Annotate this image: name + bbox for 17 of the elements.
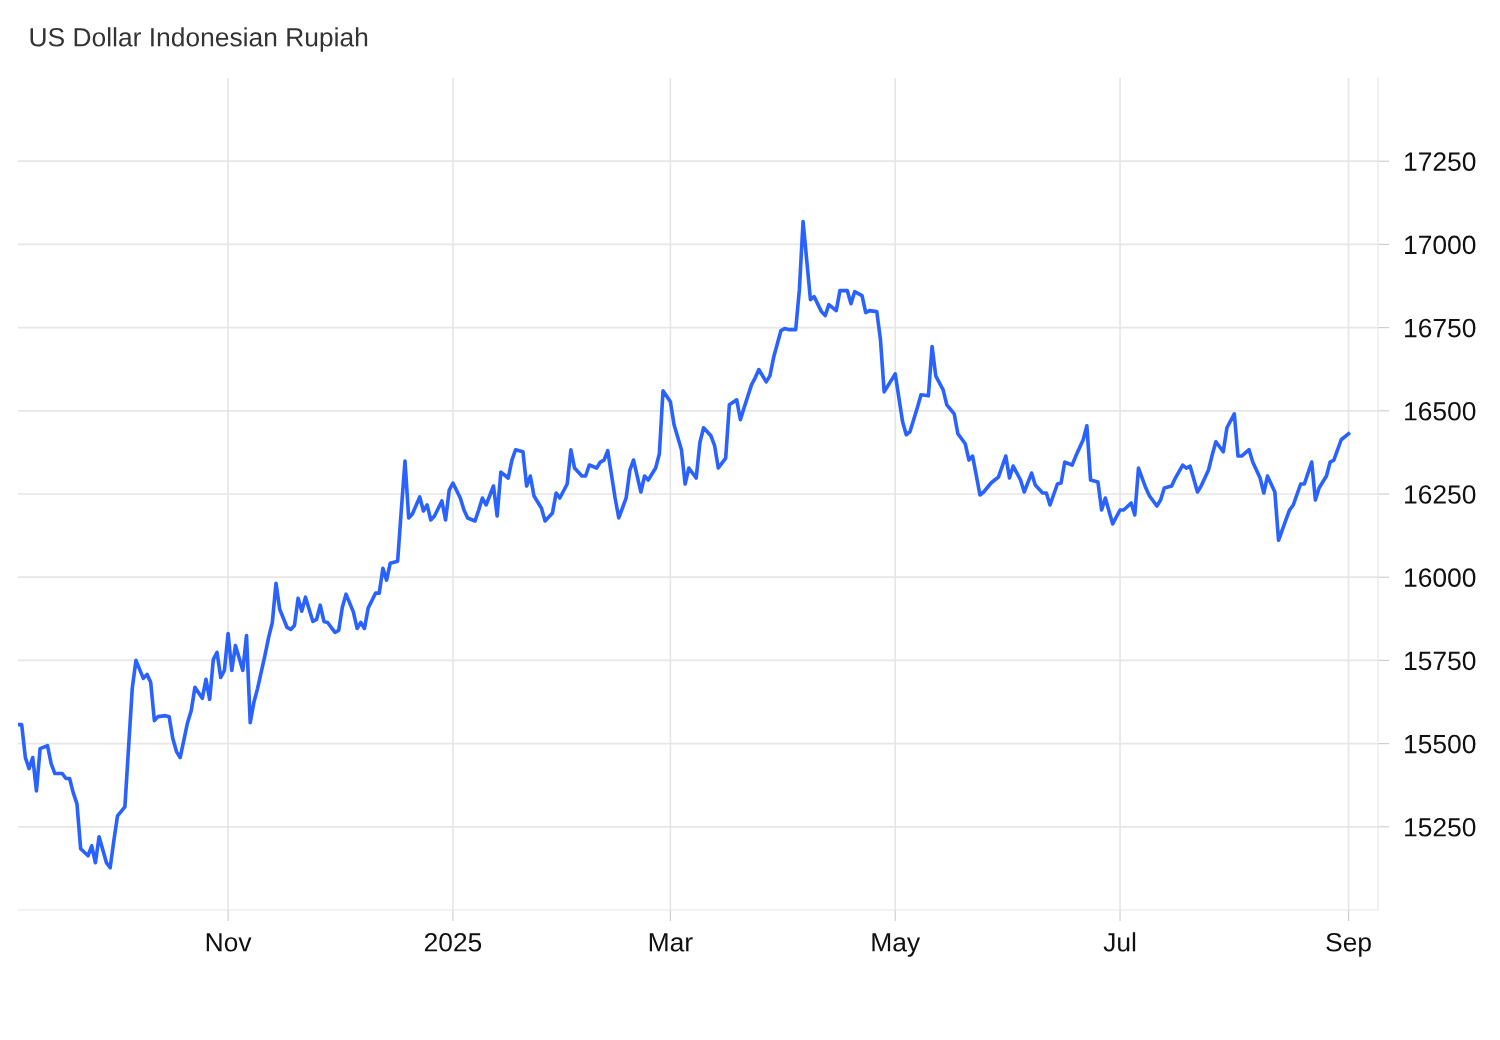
line-series (18, 219, 1351, 870)
x-tick-label: Sep (1326, 932, 1371, 957)
y-tick-label: 15250 (1405, 817, 1476, 837)
y-tick-label: 16000 (1405, 568, 1476, 588)
y-tick-label: 16250 (1405, 485, 1476, 504)
x-tick-label: May (872, 933, 921, 957)
y-tick-label: 17250 (1405, 152, 1476, 172)
y-tick-label: 15750 (1405, 651, 1476, 671)
x-tick-label: Mar (649, 933, 693, 952)
x-tick-label: 2025 (424, 932, 482, 952)
x-tick-label: Jul (1103, 932, 1136, 952)
y-tick-label: 17000 (1405, 235, 1476, 255)
x-tick-label: Nov (206, 933, 252, 952)
chart-title: US Dollar Indonesian Rupiah (30, 27, 368, 52)
y-tick-label: 15500 (1405, 734, 1476, 754)
y-tick-label: 16500 (1405, 401, 1476, 421)
y-tick-label: 16750 (1405, 318, 1476, 338)
